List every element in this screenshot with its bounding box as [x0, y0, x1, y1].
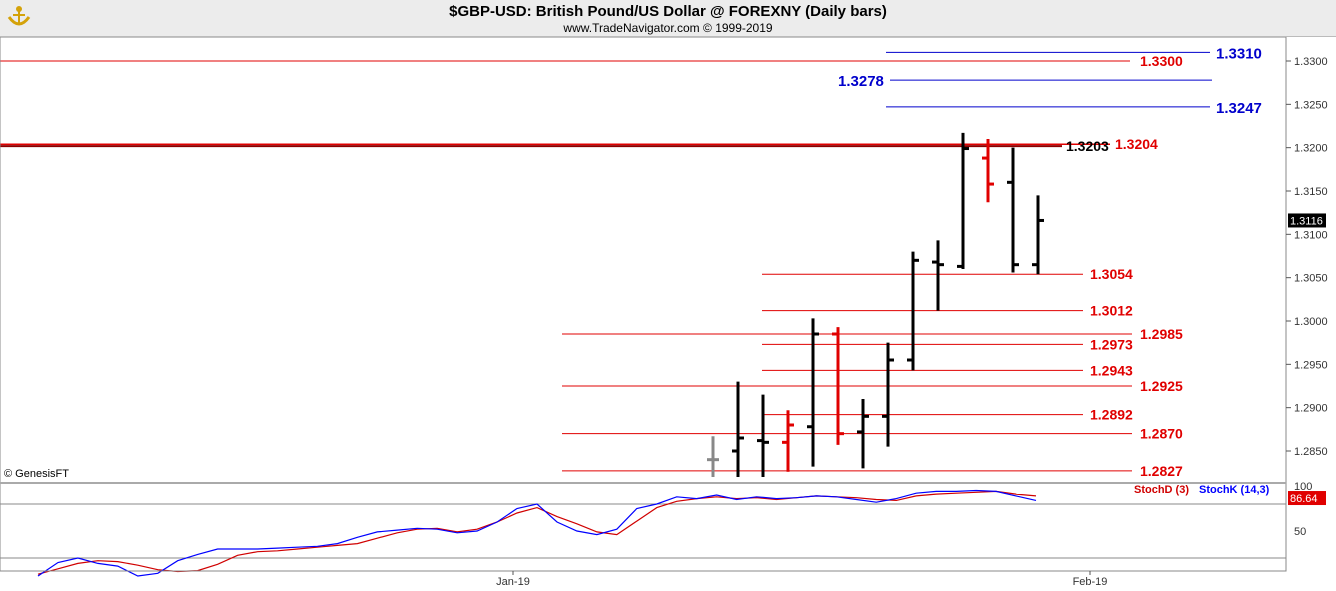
ohlc-bar: [982, 139, 994, 203]
ohlc-bar: [1032, 195, 1044, 275]
chart-title: $GBP-USD: British Pound/US Dollar @ FORE…: [449, 3, 887, 20]
chart-subtitle: www.TradeNavigator.com © 1999-2019: [563, 21, 773, 35]
ohlc-bar: [757, 394, 769, 477]
ohlc-bar: [782, 410, 794, 472]
ohlc-bar: [957, 132, 969, 269]
copyright-text: © GenesisFT: [4, 468, 69, 480]
y-tick-label: 1.2900: [1294, 403, 1328, 415]
y-tick-label: 1.3300: [1294, 56, 1328, 68]
target-label: 1.3247: [1216, 100, 1262, 117]
ohlc-bar: [882, 342, 894, 447]
target-label: 1.3310: [1216, 45, 1262, 62]
retracement-label: 1.2985: [1140, 326, 1183, 342]
retracement-label: 1.2827: [1140, 463, 1183, 479]
target-label: 1.3278: [838, 73, 884, 90]
retracement-label: 1.3012: [1090, 303, 1133, 319]
y-tick-label: 1.2850: [1294, 446, 1328, 458]
resistance-label: 1.3203: [1066, 138, 1109, 154]
stoch-series-line: [37, 489, 1037, 577]
legend-stochd: StochD (3): [1134, 484, 1189, 496]
x-tick-label: Feb-19: [1073, 576, 1108, 588]
ohlc-bar: [857, 399, 869, 469]
retracement-label: 1.3300: [1140, 53, 1183, 69]
retracement-label: 1.2892: [1090, 407, 1133, 423]
y-tick-label: 1.2950: [1294, 359, 1328, 371]
ohlc-bar: [907, 251, 919, 371]
ohlc-bar: [1007, 147, 1019, 273]
retracement-label: 1.2973: [1090, 336, 1133, 352]
logo-icon: [4, 3, 34, 33]
ohlc-bar: [832, 327, 844, 445]
y-tick-label: 1.3200: [1294, 143, 1328, 155]
chart-header: $GBP-USD: British Pound/US Dollar @ FORE…: [0, 0, 1336, 37]
chart-area: 1.3300 1.3204 1.3054 1.3012 1.2985 1.2973 1.29…: [0, 37, 1336, 591]
last-price-label: 1.3116: [1290, 215, 1323, 227]
retracement-label: 1.3204: [1115, 136, 1158, 152]
retracement-label: 1.2870: [1140, 426, 1183, 442]
stoch-tick-label: 100: [1294, 481, 1312, 493]
ohlc-bar: [732, 381, 744, 477]
y-tick-label: 1.3000: [1294, 316, 1328, 328]
y-tick-label: 1.3100: [1294, 229, 1328, 241]
x-tick-label: Jan-19: [496, 576, 530, 588]
legend-stochk: StochK (14,3): [1199, 484, 1270, 496]
y-tick-label: 1.3150: [1294, 186, 1328, 198]
axes: 1.3300 1.3250 1.3200 1.3150 1.3100 1.3050 1.30…: [0, 37, 1328, 588]
ohlc-bar: [707, 436, 719, 477]
stoch-tick-label: 50: [1294, 526, 1306, 538]
y-tick-label: 1.3250: [1294, 99, 1328, 111]
ohlc-bar: [807, 318, 819, 467]
stoch-series-line: [37, 490, 1037, 575]
retracement-label: 1.3054: [1090, 266, 1133, 282]
ohlc-bar: [932, 240, 944, 311]
stochastic-plot: StochD (3) StochK (14,3): [0, 484, 1286, 577]
stoch-value-box: [1288, 491, 1326, 506]
stoch-value-label: 86.64: [1290, 493, 1318, 505]
last-price-box: [1288, 213, 1326, 228]
price-plot: 1.3300 1.3204 1.3054 1.3012 1.2985 1.2973 1.29…: [0, 45, 1262, 479]
y-tick-label: 1.3050: [1294, 273, 1328, 285]
retracement-label: 1.2925: [1140, 378, 1183, 394]
retracement-label: 1.2943: [1090, 362, 1133, 378]
